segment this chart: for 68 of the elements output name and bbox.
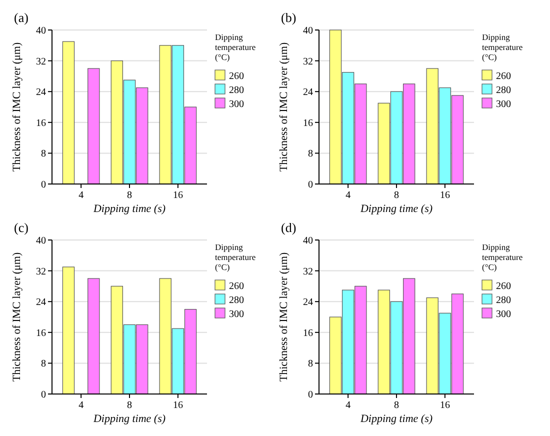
bar	[88, 68, 100, 184]
x-tick-label: 4	[346, 190, 351, 201]
y-axis-title: Thickness of IMC layer (μm)	[11, 42, 23, 172]
legend-label: 300	[496, 309, 511, 320]
chart-title: (d)	[281, 220, 296, 235]
x-tick-label: 4	[346, 400, 351, 411]
y-tick-label: 32	[303, 266, 313, 278]
y-tick-label: 40	[36, 26, 46, 36]
legend-label: 300	[496, 99, 511, 110]
legend-label: 280	[229, 85, 244, 96]
bar	[62, 266, 75, 394]
legend-title: Dipping temperature (°C)	[482, 32, 523, 62]
x-tick-label: 8	[127, 190, 132, 201]
y-tick-label: 24	[36, 297, 46, 308]
x-tick-label: 8	[394, 190, 399, 201]
legend-label: 260	[496, 71, 511, 82]
y-tick-label: 16	[303, 118, 313, 129]
x-tick-label: 16	[440, 400, 450, 411]
y-tick-label: 32	[303, 56, 313, 68]
x-tick-label: 4	[78, 400, 84, 411]
x-axis-title: Dipping time (s)	[92, 203, 166, 215]
y-tick-label: 24	[303, 87, 313, 98]
x-tick-label: 4	[78, 190, 84, 201]
y-tick-label: 24	[303, 297, 313, 308]
y-axis-title: Thickness of IMC layer (μm)	[11, 252, 23, 382]
y-tick-label: 40	[36, 236, 46, 246]
x-tick-label: 8	[127, 400, 132, 411]
x-tick-label: 16	[172, 400, 183, 411]
legend-label: 280	[496, 85, 511, 96]
y-tick-label: 8	[308, 358, 313, 370]
legend-label: 260	[496, 281, 511, 292]
y-tick-label: 40	[303, 26, 313, 36]
y-tick-label: 8	[41, 358, 46, 370]
y-tick-label: 0	[41, 180, 46, 190]
chart-title: (b)	[281, 10, 296, 25]
chart-title: (c)	[14, 220, 28, 235]
y-tick-label: 0	[308, 180, 313, 190]
y-tick-label: 24	[36, 87, 46, 98]
x-tick-label: 16	[172, 190, 183, 201]
y-axis-title: Thickness of IMC layer (μm)	[278, 252, 290, 382]
y-tick-label: 16	[36, 328, 46, 339]
y-tick-label: 32	[36, 56, 46, 68]
x-axis-title: Dipping time (s)	[92, 413, 166, 425]
legend-title: Dipping temperature (°C)	[215, 242, 256, 272]
y-axis-title: Thickness of IMC layer (μm)	[278, 42, 290, 172]
legend-label: 260	[229, 281, 244, 292]
legend-label: 260	[229, 71, 244, 82]
legend-label: 280	[229, 295, 244, 306]
y-tick-label: 0	[308, 390, 313, 400]
y-tick-label: 40	[303, 236, 313, 246]
legend-label: 300	[229, 309, 244, 320]
bar	[62, 41, 75, 184]
legend-label: 300	[229, 99, 244, 110]
chart-title: (a)	[14, 10, 28, 25]
y-tick-label: 8	[308, 148, 313, 160]
legend-title: Dipping temperature (°C)	[215, 32, 256, 62]
y-tick-label: 16	[36, 118, 46, 129]
y-tick-label: 16	[303, 328, 313, 339]
y-tick-label: 0	[41, 390, 46, 400]
x-tick-label: 8	[394, 400, 399, 411]
bar	[88, 278, 100, 394]
x-axis-title: Dipping time (s)	[359, 413, 433, 425]
x-tick-label: 16	[440, 190, 450, 201]
legend-label: 280	[496, 295, 511, 306]
legend-title: Dipping temperature (°C)	[482, 242, 523, 272]
x-axis-title: Dipping time (s)	[359, 203, 433, 215]
y-tick-label: 32	[36, 266, 46, 278]
y-tick-label: 8	[41, 148, 46, 160]
